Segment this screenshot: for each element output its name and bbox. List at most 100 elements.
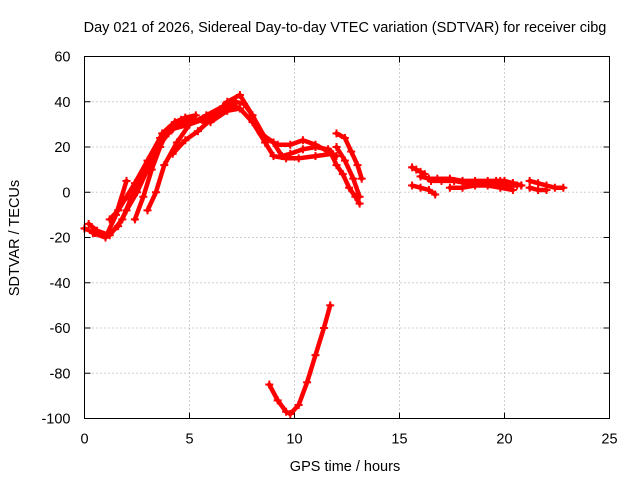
data-point (185, 120, 194, 129)
data-point (412, 165, 421, 174)
data-point (311, 143, 320, 151)
data-point (294, 154, 303, 163)
data-point (347, 147, 356, 156)
data-point (114, 206, 123, 215)
data-point (340, 133, 349, 142)
data-point (198, 115, 207, 124)
data-point (525, 176, 534, 185)
data-point (353, 161, 362, 170)
data-point (126, 195, 135, 204)
data-point (311, 351, 320, 360)
data-point (311, 152, 320, 161)
data-point (326, 301, 335, 310)
data-point (450, 176, 459, 185)
data-point (235, 90, 244, 99)
data-point (168, 149, 177, 158)
data-point (294, 400, 303, 409)
y-tick-label: 60 (54, 50, 70, 66)
series-line (86, 113, 199, 238)
data-point (219, 104, 228, 113)
data-point (164, 124, 173, 133)
data-point (118, 215, 127, 224)
axis-ticks: 0 5 10 15 20 25 -100 -80 -60 -40 -20 0 20 40 60 (41, 50, 617, 448)
data-point (240, 100, 249, 109)
x-tick-label: 10 (286, 432, 302, 448)
data-point (355, 192, 364, 201)
series-arc9 (326, 147, 364, 208)
data-point (508, 185, 517, 194)
data-point (326, 147, 335, 156)
data-point (431, 190, 440, 199)
data-point (105, 215, 114, 224)
data-point (345, 183, 354, 192)
series-arc19 (525, 183, 551, 194)
data-point (231, 97, 240, 106)
data-point (471, 181, 480, 190)
series-arc8 (265, 301, 335, 418)
series-arc7 (168, 97, 333, 161)
series-arc16 (445, 181, 517, 194)
data-point (349, 174, 358, 183)
data-point (172, 138, 181, 147)
data-point (156, 143, 165, 151)
data-point (143, 156, 152, 165)
series-arc13 (408, 181, 440, 199)
chart-title: Day 021 of 2026, Sidereal Day-to-day VTE… (84, 20, 607, 36)
series-line (409, 165, 427, 177)
data-point (542, 185, 551, 194)
data-point (269, 152, 278, 161)
data-point (151, 188, 160, 197)
data-point (408, 181, 417, 190)
data-point (84, 219, 93, 228)
data-point (248, 111, 257, 120)
series-arc5 (130, 104, 337, 224)
data-point (193, 127, 202, 136)
series-line (334, 144, 362, 200)
data-point (559, 183, 568, 192)
x-tick-label: 0 (80, 432, 88, 448)
data-point (139, 192, 148, 201)
data-point (508, 179, 517, 188)
data-point (437, 176, 446, 185)
plot-frame (84, 56, 610, 419)
x-tick-label: 25 (601, 432, 617, 448)
data-point (319, 324, 328, 332)
data-point (340, 156, 349, 165)
x-tick-label: 5 (185, 432, 193, 448)
data-point (303, 378, 312, 387)
data-point (88, 228, 97, 237)
data-point (286, 140, 295, 149)
data-point (424, 185, 433, 194)
data-point (550, 183, 559, 192)
series-arc10 (332, 129, 366, 183)
data-point (332, 129, 341, 138)
data-point (483, 181, 492, 190)
data-point (458, 183, 467, 192)
grid (84, 56, 610, 419)
data-point (496, 183, 505, 192)
data-point (177, 115, 186, 124)
series-arc11 (332, 143, 364, 201)
data-point (357, 174, 366, 183)
y-tick-label: 20 (54, 140, 70, 156)
data-point (122, 192, 131, 201)
y-tick-label: 40 (54, 95, 70, 111)
data-point (534, 185, 543, 194)
data-point (492, 176, 501, 185)
data-point (256, 129, 265, 138)
data-point (282, 407, 291, 416)
data-point (277, 152, 286, 161)
data-point (298, 136, 307, 145)
y-tick-label: -80 (50, 366, 71, 382)
y-tick-label: -60 (50, 321, 71, 337)
series-arc18 (525, 176, 568, 192)
data-point (408, 163, 417, 172)
data-point (500, 176, 509, 185)
series-line (90, 178, 129, 240)
data-point (534, 179, 543, 188)
data-point (122, 176, 131, 185)
data-point (130, 215, 139, 224)
data-point (338, 170, 347, 179)
x-axis-label: GPS time / hours (290, 459, 400, 475)
